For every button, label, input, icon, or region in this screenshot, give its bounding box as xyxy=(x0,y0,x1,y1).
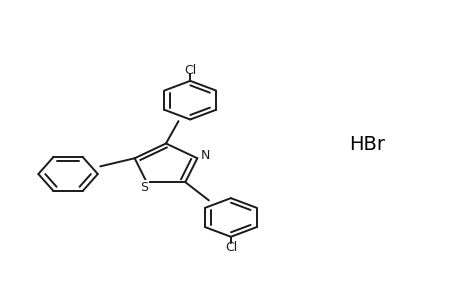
Text: Cl: Cl xyxy=(184,64,196,77)
Text: HBr: HBr xyxy=(348,135,384,154)
Text: Cl: Cl xyxy=(224,241,236,254)
Text: S: S xyxy=(140,181,148,194)
Text: N: N xyxy=(201,149,210,162)
